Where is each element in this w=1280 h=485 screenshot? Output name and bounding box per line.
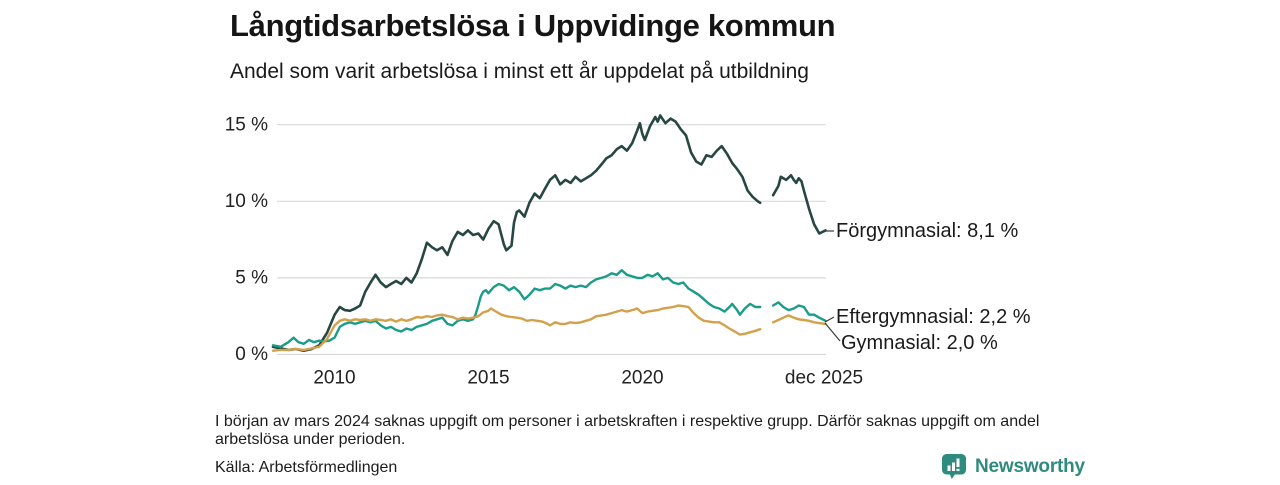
leader-gymnasial bbox=[824, 322, 841, 342]
y-tick-0: 0 % bbox=[235, 344, 268, 365]
footnote-text: I början av mars 2024 saknas uppgift om … bbox=[215, 413, 1040, 448]
x-tick-2020: 2020 bbox=[621, 368, 663, 389]
series-end-label-gymnasial: Gymnasial: 2,0 % bbox=[841, 332, 998, 354]
x-tick-dec-2025: dec 2025 bbox=[785, 368, 863, 389]
page-title: Långtidsarbetslösa i Uppvidinge kommun bbox=[230, 8, 836, 43]
newsworthy-wordmark: Newsworthy bbox=[975, 455, 1085, 477]
newsworthy-logo-icon bbox=[941, 453, 967, 480]
series-end-label-forgymnasial: Förgymnasial: 8,1 % bbox=[836, 220, 1019, 242]
y-axis: 15 % 10 % 5 % 0 % bbox=[225, 115, 268, 366]
series-line-gymnasial-seg1 bbox=[271, 304, 762, 352]
series-end-label-eftergymnasial: Eftergymnasial: 2,2 % bbox=[836, 306, 1031, 328]
chart-subtitle: Andel som varit arbetslösa i minst ett å… bbox=[230, 60, 809, 83]
y-tick-5: 5 % bbox=[235, 267, 268, 288]
series-line-gymnasial-seg2 bbox=[771, 314, 827, 326]
x-tick-2015: 2015 bbox=[467, 368, 509, 389]
series-line-förgymnasial-seg1 bbox=[271, 114, 762, 353]
series-line-förgymnasial-seg2 bbox=[771, 174, 827, 235]
y-tick-10: 10 % bbox=[225, 191, 268, 212]
x-tick-2010: 2010 bbox=[313, 368, 355, 389]
source-text: Källa: Arbetsförmedlingen bbox=[215, 459, 398, 476]
gridlines bbox=[277, 124, 826, 356]
series-group bbox=[271, 114, 827, 353]
x-axis: 2010 2015 2020 dec 2025 bbox=[313, 368, 863, 389]
leader-lines bbox=[824, 230, 841, 342]
series-line-eftergymnasial-seg2 bbox=[771, 301, 827, 322]
leader-eftergymnasial bbox=[824, 316, 835, 323]
y-tick-15: 15 % bbox=[225, 115, 268, 136]
series-line-eftergymnasial-seg1 bbox=[271, 269, 762, 348]
newsworthy-branding: Newsworthy bbox=[941, 453, 1085, 480]
